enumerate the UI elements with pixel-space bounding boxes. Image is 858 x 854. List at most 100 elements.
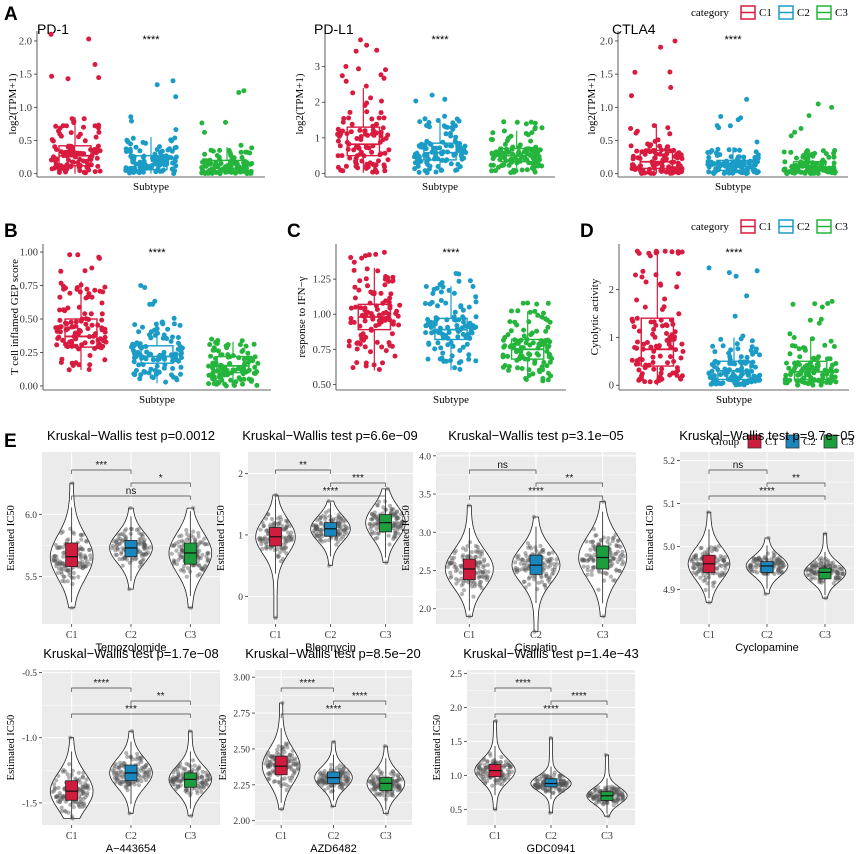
data-point-c3 (829, 561, 834, 566)
data-point-c2 (743, 360, 749, 366)
data-point-c3 (500, 150, 506, 156)
data-point-c1 (639, 373, 645, 379)
data-point-c1 (380, 125, 386, 131)
data-point-c3 (205, 161, 211, 167)
data-point-c2 (143, 765, 148, 770)
data-point-c3 (619, 552, 625, 557)
data-point-c1 (479, 569, 484, 575)
data-point-c2 (552, 562, 557, 567)
data-point-c3 (585, 567, 590, 573)
data-point-c2 (132, 782, 137, 787)
data-point-c3 (831, 560, 836, 565)
data-point-c2 (127, 782, 132, 787)
data-point-c1 (690, 570, 696, 575)
data-point-c2 (171, 321, 177, 327)
data-point-c2 (124, 167, 130, 173)
data-point-c1 (278, 517, 284, 522)
data-point-c2 (756, 555, 762, 561)
data-point-c3 (837, 575, 843, 581)
data-point-c2 (341, 767, 346, 772)
data-point-c1 (82, 268, 88, 274)
data-point-c2 (561, 788, 566, 793)
data-point-c2 (144, 763, 149, 768)
data-point-c2 (455, 334, 461, 340)
data-point-c1 (292, 769, 297, 775)
data-point-c1 (283, 518, 288, 523)
data-point-c3 (384, 560, 389, 565)
data-point-c3 (813, 365, 819, 371)
data-point-c2 (139, 765, 145, 770)
data-point-c3 (395, 784, 400, 790)
data-point-c3 (818, 382, 824, 388)
data-point-c1 (480, 777, 485, 782)
data-point-c3 (493, 168, 498, 174)
data-point-c3 (816, 354, 821, 360)
data-point-c2 (536, 580, 541, 585)
data-point-c2 (523, 566, 528, 571)
data-point-c2 (170, 160, 176, 166)
data-point-c3 (185, 566, 191, 571)
data-point-c1 (258, 538, 263, 543)
data-point-c2 (519, 557, 524, 562)
data-point-c3 (517, 142, 523, 148)
data-point-c2 (319, 528, 324, 533)
data-point-c1 (295, 767, 300, 772)
data-point-c1 (676, 311, 682, 317)
data-point-c3 (794, 155, 799, 161)
data-point-c2 (757, 562, 762, 568)
data-point-c2 (327, 514, 333, 519)
data-point-c2 (541, 773, 546, 778)
data-point-c1 (279, 751, 284, 757)
data-point-c1 (352, 295, 358, 301)
data-point-c2 (337, 521, 342, 526)
data-point-c2 (141, 544, 146, 550)
data-point-c2 (130, 135, 136, 141)
data-point-c1 (473, 543, 478, 549)
data-point-c3 (806, 113, 812, 119)
data-point-c3 (379, 770, 384, 776)
data-point-c1 (74, 285, 80, 291)
data-point-c3 (370, 511, 375, 516)
comparison-label: **** (759, 486, 775, 497)
data-point-c1 (276, 554, 281, 560)
data-point-c2 (411, 154, 417, 160)
data-point-c1 (59, 569, 64, 575)
data-point-c2 (137, 773, 142, 778)
data-point-c3 (190, 758, 196, 763)
data-point-c1 (268, 546, 273, 551)
data-point-c3 (392, 533, 397, 538)
data-point-c3 (399, 777, 404, 782)
data-point-c1 (288, 778, 293, 783)
data-point-c1 (481, 565, 486, 570)
data-point-c3 (393, 529, 398, 534)
data-point-c2 (561, 779, 566, 784)
data-point-c3 (369, 524, 374, 529)
comparison-label: *** (125, 704, 137, 715)
data-point-c2 (316, 529, 321, 534)
data-point-c1 (80, 566, 85, 571)
data-point-c2 (328, 783, 333, 788)
x-axis-title: Subtype (139, 394, 175, 406)
data-point-c1 (701, 573, 706, 578)
data-point-c1 (477, 765, 482, 770)
data-point-c2 (417, 119, 423, 125)
data-point-c1 (480, 570, 486, 575)
data-point-c3 (198, 786, 203, 791)
data-point-c1 (351, 319, 357, 325)
data-point-c3 (197, 563, 202, 568)
data-point-c3 (809, 577, 814, 582)
data-point-c3 (584, 539, 589, 544)
comparison-bracket (535, 482, 604, 487)
data-point-c2 (178, 364, 184, 370)
data-point-c1 (79, 533, 84, 538)
data-point-c3 (820, 148, 826, 154)
data-point-c1 (691, 554, 696, 560)
data-point-c1 (499, 754, 504, 760)
data-point-c2 (142, 541, 147, 547)
data-point-c1 (386, 147, 392, 153)
data-point-c1 (366, 252, 372, 258)
data-point-c2 (562, 782, 567, 787)
data-point-c1 (77, 804, 82, 810)
data-point-c3 (378, 772, 383, 777)
data-point-c1 (284, 525, 289, 531)
